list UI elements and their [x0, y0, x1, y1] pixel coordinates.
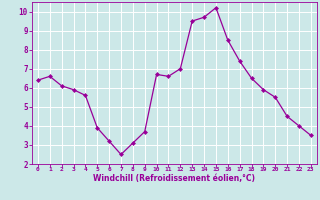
X-axis label: Windchill (Refroidissement éolien,°C): Windchill (Refroidissement éolien,°C) — [93, 174, 255, 183]
